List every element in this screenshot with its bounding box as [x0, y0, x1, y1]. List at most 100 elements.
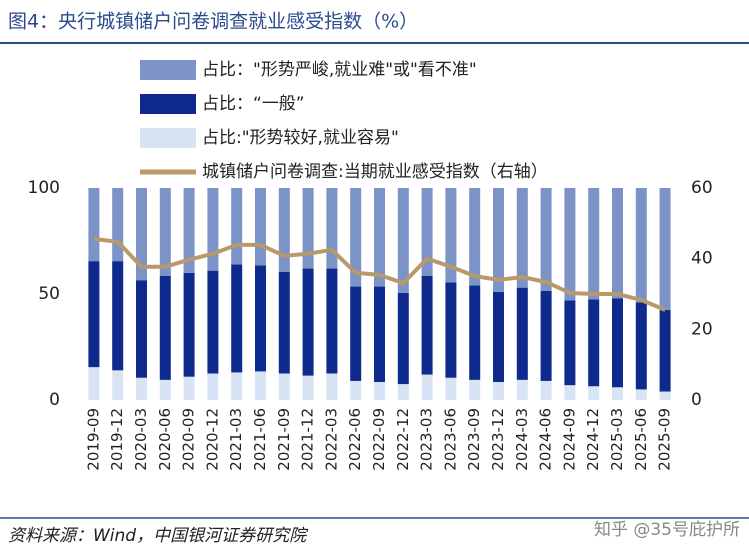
bar-segment — [635, 389, 647, 400]
bar-segment — [326, 373, 338, 400]
x-tick-label: 2021-06 — [251, 408, 269, 471]
x-tick-label: 2024-06 — [537, 408, 555, 471]
bar-segment — [588, 188, 600, 300]
y2-tick-label: 60 — [691, 178, 713, 198]
bar-segment — [183, 376, 195, 400]
bar-segment — [159, 188, 171, 276]
bar-segment — [255, 265, 266, 372]
bar-segment — [207, 373, 219, 400]
bar-segment — [659, 391, 671, 400]
bar-segment — [231, 372, 243, 400]
bar-segment — [564, 385, 576, 400]
bar-segment — [112, 188, 124, 262]
bar-segment — [421, 275, 433, 375]
x-tick-label: 2024-09 — [560, 408, 578, 471]
y-tick-label: 0 — [49, 390, 60, 410]
x-tick-label: 2025-09 — [656, 408, 674, 471]
bar-segment — [659, 188, 671, 310]
bar-segment — [540, 290, 552, 381]
watermark: 知乎 @35号庇护所 — [594, 520, 740, 540]
x-tick-label: 2023-09 — [465, 408, 483, 471]
bar-segment — [445, 188, 457, 283]
source: 资料来源：Wind，中国银河证券研究院 — [8, 526, 309, 546]
x-tick-label: 2020-12 — [203, 408, 221, 471]
bar-segment — [540, 380, 552, 400]
bar-segment — [231, 264, 243, 373]
bar-segment — [159, 275, 171, 380]
bar-segment — [207, 188, 219, 271]
bar-segment — [374, 188, 385, 287]
bar-segment — [302, 188, 314, 269]
x-tick-label: 2022-09 — [370, 408, 388, 471]
bar-segment — [588, 386, 600, 400]
bar-segment — [635, 302, 647, 390]
bar-segment — [183, 272, 195, 377]
bar-segment — [302, 375, 314, 400]
x-tick-label: 2024-12 — [584, 408, 602, 471]
bar-segment — [612, 298, 623, 388]
bar-segment — [564, 300, 576, 386]
bar-segment — [255, 371, 266, 400]
bar-segment — [350, 188, 362, 287]
bar-segment — [112, 370, 124, 400]
y2-tick-label: 20 — [691, 319, 713, 339]
legend-label: 城镇储户问卷调查:当期就业感受指数（右轴） — [202, 162, 548, 182]
x-tick-label: 2024-03 — [513, 408, 531, 471]
x-tick-label: 2023-06 — [441, 408, 459, 471]
bar-segment — [516, 287, 528, 380]
bar-segment — [445, 377, 457, 400]
x-tick-label: 2019-12 — [108, 408, 126, 471]
bar-segment — [397, 188, 409, 293]
x-tick-label: 2020-06 — [156, 408, 174, 471]
x-tick-label: 2019-09 — [84, 408, 102, 471]
bar-segment — [397, 384, 409, 400]
legend-label: 占比："形势严峻,就业难"或"看不准" — [202, 60, 477, 80]
bar-segment — [278, 373, 290, 400]
bar-segment — [183, 188, 195, 273]
bar-segment — [421, 188, 433, 276]
bar-segment — [88, 261, 100, 368]
line-series — [93, 236, 666, 312]
bar-segment — [136, 280, 147, 378]
x-tick-label: 2023-03 — [418, 408, 436, 471]
chart-title: 图4：央行城镇储户问卷调查就业感受指数（%） — [8, 11, 418, 33]
bar-segment — [88, 188, 100, 262]
bar-segment — [278, 271, 290, 374]
bar-segment — [516, 379, 528, 400]
bar-segment — [421, 374, 433, 400]
bar-segment — [136, 377, 147, 400]
bar-segment — [493, 188, 504, 292]
bar-segment — [540, 188, 552, 291]
y-tick-label: 50 — [38, 284, 60, 304]
x-tick-label: 2021-12 — [299, 408, 317, 471]
bar-segment — [350, 286, 362, 381]
bar-segment — [493, 291, 504, 382]
y-tick-label: 100 — [28, 178, 60, 198]
x-tick-label: 2022-12 — [394, 408, 412, 471]
legend-label: 占比:"形势较好,就业容易" — [202, 128, 399, 148]
bar-segment — [397, 292, 409, 385]
bar-segment — [469, 379, 481, 400]
x-tick-label: 2021-09 — [275, 408, 293, 471]
bar-segment — [326, 268, 338, 374]
bar-segment — [159, 379, 171, 400]
x-tick-label: 2021-03 — [227, 408, 245, 471]
x-tick-label: 2025-06 — [632, 408, 650, 471]
legend-swatch — [140, 60, 196, 80]
bar-segment — [207, 270, 219, 374]
bar-segment — [112, 261, 124, 371]
y2-tick-label: 0 — [691, 390, 702, 410]
bar-segment — [493, 381, 504, 400]
x-tick-label: 2025-03 — [608, 408, 626, 471]
bar-segment — [255, 188, 266, 266]
bar-segment — [445, 282, 457, 378]
bar-segment — [374, 286, 385, 382]
legend-swatch — [140, 128, 196, 148]
bar-segment — [374, 381, 385, 400]
bar-segment — [326, 188, 338, 269]
bar-segment — [350, 380, 362, 400]
bar-segment — [516, 188, 528, 288]
bar-segment — [136, 188, 147, 281]
x-tick-label: 2022-03 — [322, 408, 340, 471]
bar-segment — [278, 188, 290, 272]
